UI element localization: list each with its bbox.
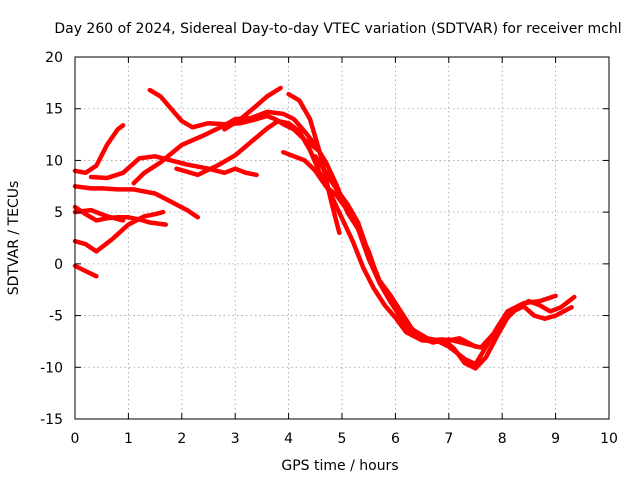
y-tick-label: -15 bbox=[40, 412, 63, 428]
y-tick-label: 20 bbox=[45, 50, 63, 66]
axis-ticks bbox=[74, 56, 610, 420]
y-tick-label: -10 bbox=[40, 360, 63, 376]
x-tick-label: 4 bbox=[284, 431, 293, 447]
y-tick-label: 15 bbox=[45, 102, 63, 118]
chart-title: Day 260 of 2024, Sidereal Day-to-day VTE… bbox=[54, 21, 621, 37]
x-axis-tick-labels: 0 1 2 3 4 5 6 7 8 9 10 bbox=[71, 431, 618, 447]
series-line-arc-11 bbox=[222, 85, 283, 132]
series-line-arc-4 bbox=[72, 209, 166, 254]
series-line-arc-9 bbox=[131, 109, 478, 349]
series-line-arc-13 bbox=[286, 91, 342, 236]
series-line-arc-5 bbox=[72, 263, 99, 279]
y-axis-tick-labels: -15 -10 -5 0 5 10 15 20 bbox=[40, 50, 63, 428]
x-tick-label: 0 bbox=[71, 431, 80, 447]
data-series bbox=[72, 85, 577, 371]
x-tick-label: 5 bbox=[338, 431, 347, 447]
x-tick-label: 10 bbox=[600, 431, 618, 447]
x-tick-label: 7 bbox=[444, 431, 453, 447]
series-line-arc-7 bbox=[88, 154, 259, 181]
series-line-arc-2 bbox=[72, 184, 201, 220]
y-tick-label: 10 bbox=[45, 153, 63, 169]
grid-lines bbox=[75, 57, 609, 419]
y-tick-label: 0 bbox=[54, 257, 63, 273]
x-tick-label: 3 bbox=[231, 431, 240, 447]
y-tick-label: -5 bbox=[49, 309, 63, 325]
series-line-arc-6 bbox=[72, 207, 126, 223]
x-tick-label: 9 bbox=[551, 431, 560, 447]
y-axis-label: SDTVAR / TECUs bbox=[6, 181, 22, 296]
y-tick-label: 5 bbox=[54, 205, 63, 221]
series-line-arc-10 bbox=[174, 118, 558, 367]
x-tick-label: 1 bbox=[124, 431, 133, 447]
series-line-arc-14 bbox=[313, 154, 574, 350]
x-tick-label: 6 bbox=[391, 431, 400, 447]
series-line-arc-1 bbox=[72, 123, 126, 176]
x-axis-label: GPS time / hours bbox=[281, 458, 398, 474]
series-line-arc-8 bbox=[147, 87, 321, 153]
x-tick-label: 2 bbox=[177, 431, 186, 447]
x-tick-label: 8 bbox=[498, 431, 507, 447]
